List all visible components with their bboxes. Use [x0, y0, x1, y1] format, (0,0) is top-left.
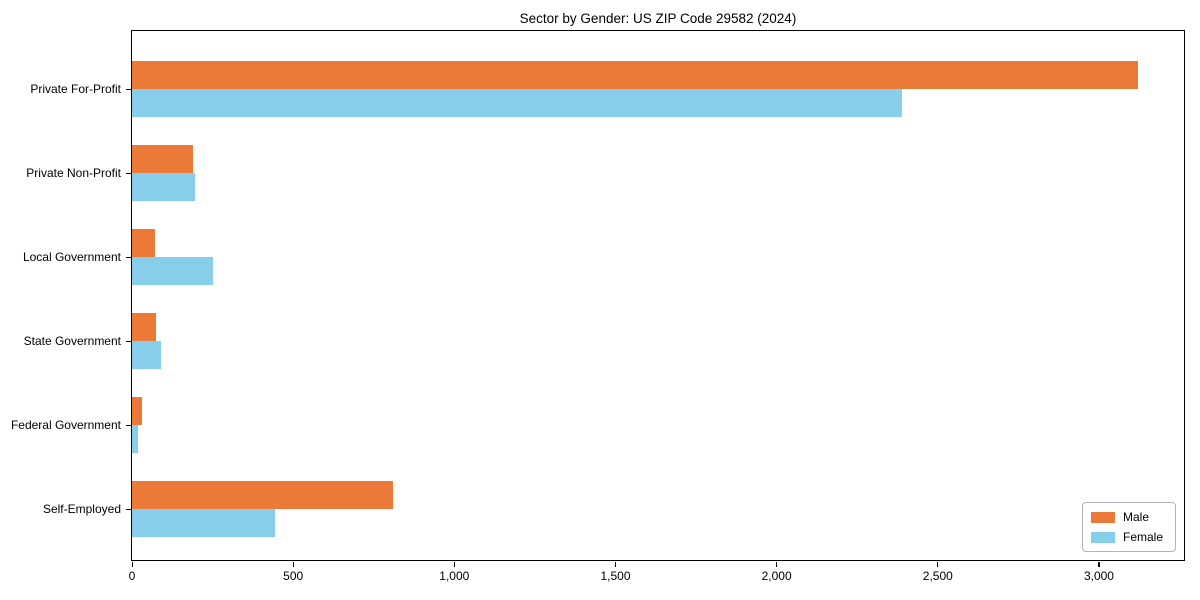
x-tick-2000	[776, 562, 778, 567]
legend: Male Female	[1081, 502, 1176, 552]
category-label-state-government: State Government	[23, 334, 121, 348]
bar-female-private-for-profit	[132, 89, 903, 117]
legend-item-male: Male	[1090, 510, 1163, 524]
chart-title: Sector by Gender: US ZIP Code 29582 (202…	[519, 11, 797, 26]
x-tick-label-2500: 2,500	[922, 569, 953, 583]
x-tick-label-500: 500	[283, 569, 304, 583]
y-tick-self-employed	[126, 508, 131, 510]
bar-male-local-government	[132, 229, 156, 257]
y-tick-local-government	[126, 256, 131, 258]
bar-female-federal-government	[132, 425, 138, 453]
legend-item-female: Female	[1090, 530, 1163, 544]
y-tick-federal-government	[126, 424, 131, 426]
x-tick-0	[131, 562, 133, 567]
y-tick-private-non-profit	[126, 172, 131, 174]
category-label-private-non-profit: Private Non-Profit	[26, 166, 121, 180]
x-tick-label-0: 0	[128, 569, 136, 583]
bar-female-local-government	[132, 257, 213, 285]
x-tick-500	[292, 562, 294, 567]
y-tick-state-government	[126, 340, 131, 342]
y-tick-private-for-profit	[126, 88, 131, 90]
x-tick-2500	[937, 562, 939, 567]
legend-label-female: Female	[1122, 530, 1163, 544]
plot-area: Private For-Profit Private Non-Profit Loca…	[11, 30, 1185, 583]
x-tick-label-1500: 1,500	[600, 569, 631, 583]
bar-male-self-employed	[132, 481, 394, 509]
x-tick-label-1000: 1,000	[439, 569, 470, 583]
bar-male-state-government	[132, 313, 156, 341]
x-tick-label-2000: 2,000	[761, 569, 792, 583]
bar-male-federal-government	[132, 397, 142, 425]
category-label-self-employed: Self-Employed	[42, 502, 121, 516]
bar-female-state-government	[132, 341, 161, 369]
bar-female-private-non-profit	[132, 173, 195, 201]
category-label-private-for-profit: Private For-Profit	[30, 82, 121, 96]
category-label-federal-government: Federal Government	[10, 418, 121, 432]
x-tick-label-3000: 3,000	[1083, 569, 1114, 583]
x-tick-1000	[453, 562, 455, 567]
x-tick-1500	[614, 562, 617, 567]
category-label-local-government: Local Government	[22, 250, 121, 264]
x-tick-3000	[1098, 562, 1100, 567]
legend-swatch-female	[1090, 531, 1115, 543]
bar-male-private-non-profit	[132, 145, 194, 173]
bar-female-self-employed	[132, 509, 276, 537]
legend-label-male: Male	[1122, 510, 1149, 524]
legend-swatch-male	[1090, 511, 1115, 523]
bar-male-private-for-profit	[132, 61, 1138, 89]
